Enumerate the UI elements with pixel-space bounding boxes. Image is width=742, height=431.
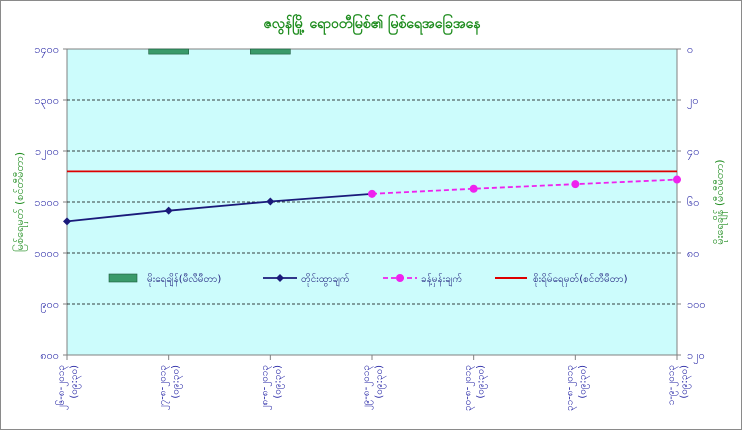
observed-point xyxy=(164,206,173,215)
x-tick-label-time: (၀၉:၃၀) xyxy=(171,365,184,399)
left-tick-label: ၁၁၀၀ xyxy=(34,196,59,209)
legend-marker-observed xyxy=(276,274,284,282)
left-tick-label: ၉၀၀ xyxy=(40,298,59,313)
x-tick-group: ၃၁-၈-၂၀၁၃ (၀၉:၃၀) xyxy=(564,365,590,411)
x-tick-label-time: (၀၉:၃၀) xyxy=(374,365,387,399)
legend: မိုးရေချိန်(မီလီမီတာ) တိုင်းထွာချက် ခန့်မှ… xyxy=(108,272,628,287)
forecast-point xyxy=(673,175,681,184)
legend-label: စိုးရိမ်ရေမှတ်(စင်တီမီတာ) xyxy=(533,272,628,287)
x-tick-label: ၃၁-၈-၂၀၁၃ xyxy=(564,365,577,411)
x-tick-label-time: (၀၉:၃၀) xyxy=(272,365,285,399)
forecast-point xyxy=(571,180,580,189)
right-tick-label: ၀ xyxy=(687,43,693,56)
right-tick-label: ၂၀ xyxy=(687,94,699,109)
legend-swatch-rainfall xyxy=(108,273,138,283)
gridlines xyxy=(67,99,677,305)
rainfall-bar xyxy=(250,48,291,55)
observed-point xyxy=(266,197,275,206)
right-tick-label: ၁၀၀ xyxy=(687,298,706,311)
observed-line xyxy=(66,192,373,223)
left-axis-label: မြစ်ရေမှတ် (စင်တီမီတာ) xyxy=(12,152,28,252)
x-tick-group: ၂၇-၈-၂၀၁၃ (၀၉:၃၀) xyxy=(158,365,184,410)
x-tick-label-time: (၀၉:၃၀) xyxy=(69,365,82,399)
x-tick-label: ၂၈-၈-၂၀၁၃ xyxy=(259,365,272,410)
forecast-line xyxy=(371,178,678,195)
right-tick-label: ၄၀ xyxy=(687,145,699,160)
x-tick-label-time: (၀၉:၃၀) xyxy=(577,365,590,399)
right-tick-label: ၆၀ xyxy=(687,196,699,209)
right-axis-label: မိုးရေချိန် (မီလီမီတာ) xyxy=(713,159,728,244)
x-tick-label: ၂၆-၈-၂၀၁၃ xyxy=(54,365,69,410)
x-tick-group: ၂၆-၈-၂၀၁၃ (၀၉:၃၀) xyxy=(54,365,82,410)
x-tick-label-time: (၀၉:၃၀) xyxy=(476,365,489,399)
legend-label: မိုးရေချိန်(မီလီမီတာ) xyxy=(147,272,221,287)
left-tick-label: ၁၂၀၀ xyxy=(35,145,59,160)
rainfall-bars xyxy=(148,48,291,55)
chart-title: ဇလွန်မြို့ ရောဝတီမြစ်၏ မြစ်ရေအခြေအနေ xyxy=(263,14,481,35)
x-tick-label: ၃၀-၈-၂၀၁၃ xyxy=(463,365,476,411)
x-axis-ticks: ၂၆-၈-၂၀၁၃ (၀၉:၃၀) ၂၇-၈-၂၀၁၃ (၀၉:၃၀) ၂၈-၈-၂၀၁… xyxy=(54,355,692,411)
legend-label: ခန့်မှန်းချက် xyxy=(421,272,462,287)
left-tick-label: ၁၄၀၀ xyxy=(34,43,59,58)
x-tick-group: ၂၉-၈-၂၀၁၃ (၀၉:၃၀) xyxy=(361,365,387,410)
left-tick-label: ၈၀၀ xyxy=(40,349,59,362)
x-tick-group: ၁-၉-၂၀၁၃ (၀၉:၃၀) xyxy=(666,365,692,405)
left-tick-label: ၁၀၀၀ xyxy=(34,247,59,260)
x-tick-label: ၁-၉-၂၀၁၃ xyxy=(666,365,679,405)
right-tick-label: ၁၂၀ xyxy=(687,349,705,364)
forecast-point xyxy=(469,184,478,193)
legend-label: တိုင်းထွာချက် xyxy=(301,272,350,287)
observed-point xyxy=(63,217,71,226)
series-lines xyxy=(63,175,681,226)
x-tick-label: ၂၉-၈-၂၀၁၃ xyxy=(361,365,374,410)
x-tick-label: ၂၇-၈-၂၀၁၃ xyxy=(158,365,171,410)
x-tick-group: ၂၈-၈-၂၀၁၃ (၀၉:၃၀) xyxy=(259,365,285,410)
legend-marker-forecast xyxy=(396,274,404,282)
left-tick-label: ၁၃၀၀ xyxy=(34,94,59,109)
x-tick-group: ၃၀-၈-၂၀၁၃ (၀၉:၃၀) xyxy=(463,365,489,411)
rainfall-bar xyxy=(148,48,189,55)
forecast-point xyxy=(368,189,376,198)
right-tick-label: ၈၀ xyxy=(687,247,699,260)
x-tick-label-time: (၀၉:၃၀) xyxy=(679,365,692,399)
